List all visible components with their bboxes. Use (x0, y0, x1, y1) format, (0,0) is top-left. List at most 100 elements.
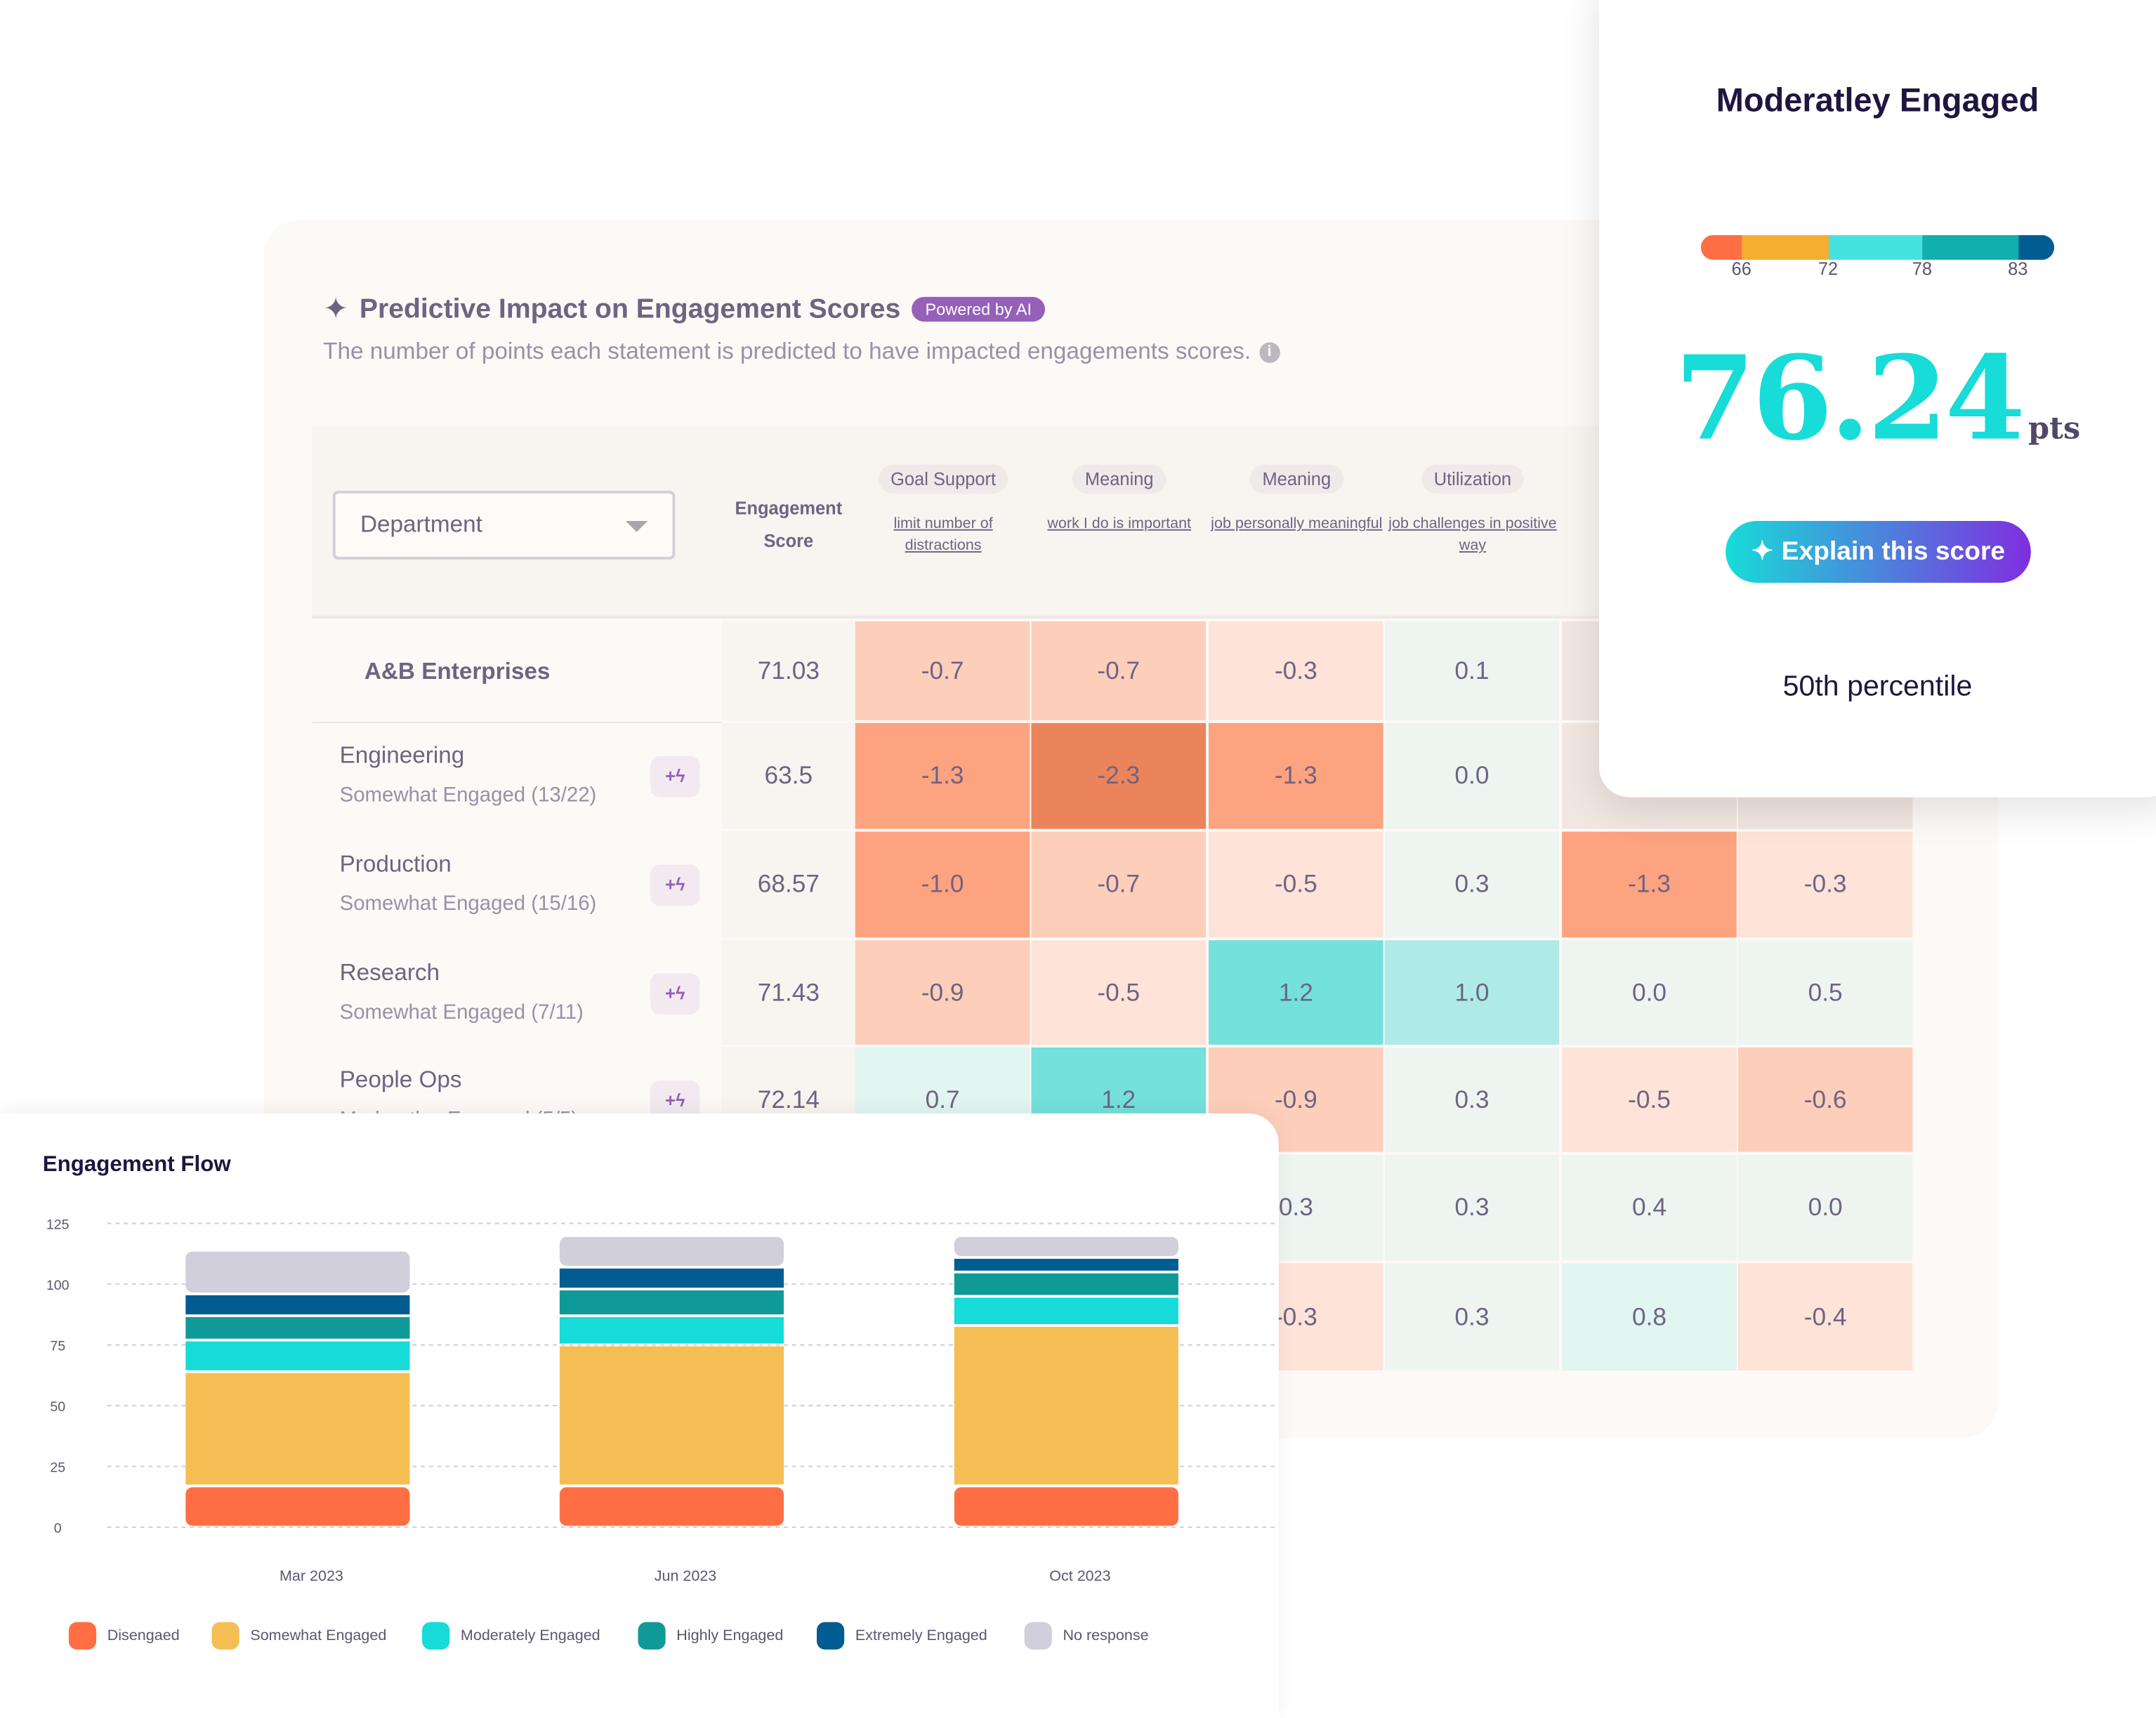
bar-segment (954, 1273, 1178, 1295)
impact-cell[interactable]: -0.9 (855, 940, 1030, 1045)
engagement-score-cell: 71.03 (721, 621, 855, 720)
row-divider (312, 721, 722, 723)
bar-segment (185, 1487, 410, 1526)
row-subtitle: Somewhat Engaged (13/22) (339, 784, 597, 807)
score-unit: pts (2027, 411, 2081, 447)
legend-label: Extremely Engaged (855, 1627, 987, 1644)
bar-segment (954, 1297, 1178, 1324)
impact-cell[interactable]: 0.0 (1737, 1154, 1913, 1261)
legend-label: Somewhat Engaged (250, 1627, 387, 1644)
category-pill: Meaning (1072, 464, 1166, 494)
impact-cell[interactable]: -0.6 (1737, 1047, 1913, 1152)
legend-swatch (1024, 1622, 1052, 1650)
table-row[interactable]: Research Somewhat Engaged (7/11) +ϟ 71.43 -0… (264, 940, 1914, 1045)
statement-link[interactable]: job challenges in positive way (1388, 515, 1557, 555)
row-subtitle: Somewhat Engaged (7/11) (339, 1000, 584, 1024)
card-header: ✦ Predictive Impact on Engagement Scores… (323, 291, 1046, 327)
row-name: A&B Enterprises (364, 658, 551, 685)
impact-cell[interactable]: 0.3 (1384, 1047, 1560, 1152)
bar-segment (185, 1295, 410, 1315)
impact-cell[interactable]: -0.3 (1737, 831, 1913, 938)
gauge-segment (1700, 234, 1742, 260)
impact-cell[interactable]: 0.0 (1384, 722, 1560, 829)
bar-segment (559, 1290, 784, 1315)
legend-swatch (211, 1622, 239, 1650)
impact-cell[interactable]: 0.3 (1384, 1263, 1560, 1371)
category-pill: Utilization (1421, 464, 1524, 494)
bar-segment (954, 1236, 1178, 1257)
impact-cell[interactable]: -0.7 (1031, 621, 1207, 720)
impact-cell[interactable]: -0.5 (1562, 1047, 1737, 1152)
engagement-score-header: Engagement Score (722, 492, 855, 558)
legend-swatch (422, 1622, 450, 1650)
impact-cell[interactable]: 0.1 (1384, 621, 1560, 720)
column-header[interactable]: Meaning job personally meaningful (1209, 464, 1385, 535)
bar-segment (185, 1373, 410, 1485)
legend-item[interactable]: Somewhat Engaged (211, 1622, 387, 1650)
legend-item[interactable]: Highly Engaged (638, 1622, 783, 1650)
legend-item[interactable]: Moderately Engaged (422, 1622, 600, 1650)
row-name: People Ops (339, 1066, 462, 1093)
impact-cell[interactable]: 1.2 (1208, 940, 1383, 1045)
impact-cell[interactable]: -0.7 (1031, 831, 1207, 938)
engagement-flow-card: Engagement Flow 0 25 50 75 100 125 Mar 2023 Jun… (0, 1113, 1279, 1718)
row-name: Research (339, 959, 440, 986)
impact-cell[interactable]: -2.3 (1031, 722, 1207, 829)
gauge-label: 66 (1731, 258, 1751, 279)
legend-item[interactable]: Disengaed (68, 1622, 180, 1650)
table-row[interactable]: Engineering Somewhat Engaged (13/22) +ϟ 63.… (264, 722, 1914, 829)
impact-cell[interactable]: -0.5 (1208, 831, 1383, 938)
info-icon[interactable]: i (1258, 341, 1280, 362)
engagement-level-title: Moderatley Engaged (1716, 82, 2039, 120)
legend-swatch (638, 1622, 666, 1650)
impact-cell[interactable]: 0.0 (1562, 940, 1737, 1045)
impact-cell[interactable]: 0.5 (1737, 940, 1913, 1045)
plus-lightning-icon[interactable]: +ϟ (650, 755, 700, 798)
bar-segment (559, 1487, 784, 1526)
impact-cell[interactable]: 1.0 (1384, 940, 1560, 1045)
category-pill: Meaning (1249, 464, 1343, 494)
plus-lightning-icon[interactable]: +ϟ (650, 864, 700, 906)
column-header[interactable]: Goal Support limit number of distractions (855, 464, 1032, 557)
impact-cell[interactable]: -0.7 (855, 621, 1030, 720)
impact-cell[interactable]: 0.3 (1384, 1154, 1560, 1261)
table-row[interactable]: Production Somewhat Engaged (15/16) +ϟ 68.5… (264, 831, 1914, 938)
impact-cell[interactable]: -1.3 (1208, 722, 1383, 829)
impact-cell[interactable]: -0.4 (1737, 1263, 1913, 1371)
legend-label: Moderately Engaged (460, 1627, 600, 1644)
score-header-line1: Engagement (735, 497, 843, 519)
gauge-segment (2018, 234, 2055, 260)
column-header[interactable]: Meaning work I do is important (1031, 464, 1207, 535)
card-subtitle: The number of points each statement is p… (323, 338, 1280, 366)
plus-lightning-icon[interactable]: +ϟ (650, 973, 700, 1015)
impact-cell[interactable]: 0.8 (1562, 1263, 1737, 1371)
score-card: Moderatley Engaged 76.24 pts ✦ Explain t… (1599, 0, 2156, 798)
x-tick-label: Mar 2023 (280, 1568, 343, 1585)
statement-link[interactable]: job personally meaningful (1211, 515, 1383, 532)
impact-cell[interactable]: -1.3 (855, 722, 1030, 829)
impact-cell[interactable]: -1.0 (855, 831, 1030, 938)
y-tick-label: 0 (54, 1521, 62, 1536)
statement-link[interactable]: work I do is important (1047, 515, 1192, 532)
score-value: 76.24 (1674, 329, 2025, 466)
impact-cell[interactable]: 0.4 (1562, 1154, 1737, 1261)
impact-cell[interactable]: -0.3 (1208, 621, 1383, 720)
bar-segment (954, 1326, 1178, 1485)
engagement-score-cell: 71.43 (721, 940, 855, 1045)
sparkle-icon: ✦ (323, 291, 349, 326)
statement-link[interactable]: limit number of distractions (893, 515, 993, 555)
impact-cell[interactable]: -1.3 (1562, 831, 1737, 938)
legend-label: Disengaed (107, 1627, 180, 1644)
powered-by-ai-badge: Powered by AI (911, 296, 1046, 322)
impact-cell[interactable]: 0.3 (1384, 831, 1560, 938)
legend-item[interactable]: No response (1024, 1622, 1149, 1650)
gauge-label: 72 (1818, 258, 1839, 279)
column-header[interactable]: Utilization job challenges in positive wa… (1385, 464, 1561, 557)
legend-item[interactable]: Extremely Engaged (816, 1622, 987, 1650)
bar-segment (185, 1317, 410, 1339)
dropdown-value: Department (360, 511, 482, 538)
explain-score-button[interactable]: ✦ Explain this score (1726, 521, 2031, 583)
department-dropdown[interactable]: Department (332, 490, 676, 560)
impact-cell[interactable]: -0.5 (1031, 940, 1207, 1045)
